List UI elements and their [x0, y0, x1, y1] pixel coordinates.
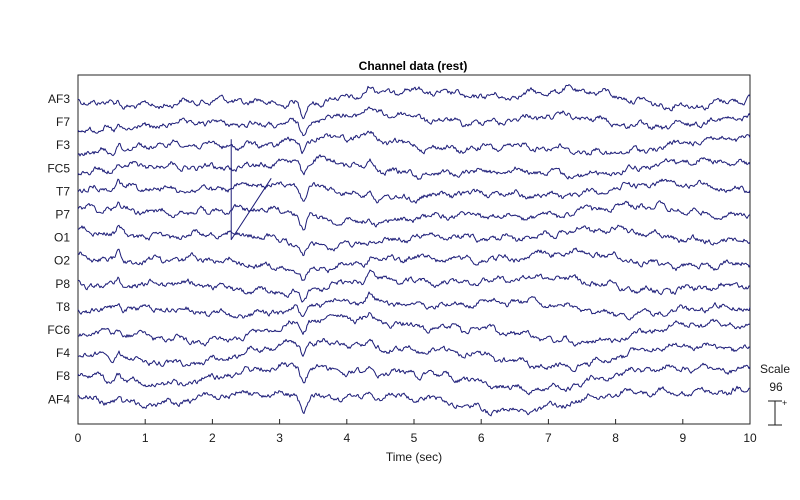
x-tick-label: 1: [142, 431, 149, 445]
trace-p7: [77, 200, 751, 231]
channel-label-t8: T8: [56, 300, 70, 314]
channel-label-p8: P8: [55, 277, 70, 291]
trace-f8: [77, 362, 751, 396]
x-tick-label: 0: [75, 431, 82, 445]
channel-label-f4: F4: [56, 346, 70, 360]
trace-t8: [77, 291, 751, 321]
x-tick-label: 2: [209, 431, 216, 445]
channel-label-af4: AF4: [48, 392, 70, 406]
x-tick-label: 8: [612, 431, 619, 445]
channel-traces: [77, 84, 751, 417]
channel-label-p7: P7: [55, 208, 70, 222]
channel-label-o2: O2: [54, 254, 70, 268]
channel-label-f3: F3: [56, 138, 70, 152]
trace-f3: [77, 130, 751, 157]
x-tick-label: 9: [679, 431, 686, 445]
x-axis-ticks: 0 1 2 3 4 5 6 7 8 9 10: [75, 419, 757, 445]
channel-label-o1: O1: [54, 231, 70, 245]
channel-label-fc6: FC6: [47, 323, 70, 337]
trace-p8: [77, 269, 751, 303]
channel-label-fc5: FC5: [47, 161, 70, 175]
x-tick-label: 3: [276, 431, 283, 445]
x-tick-label: 7: [545, 431, 552, 445]
x-tick-label: 6: [478, 431, 485, 445]
x-axis-label: Time (sec): [386, 450, 442, 464]
trace-af3: [77, 84, 751, 120]
trace-t7: [77, 178, 751, 204]
trace-o2: [77, 247, 751, 281]
channel-label-af3: AF3: [48, 92, 70, 106]
channel-label-f8: F8: [56, 369, 70, 383]
x-tick-label: 4: [343, 431, 350, 445]
channel-label-t7: T7: [56, 184, 70, 198]
trace-f4: [78, 338, 751, 373]
channel-labels: AF3 F7 F3 FC5 T7 P7 O1 O2 P8 T8 FC6 F4 F8 AF4: [47, 92, 70, 406]
channel-label-f7: F7: [56, 115, 70, 129]
trace-f7: [77, 106, 751, 137]
x-tick-label: 10: [743, 431, 757, 445]
trace-fc6: [77, 312, 751, 347]
trace-artifact: [230, 139, 272, 241]
trace-af4: [77, 385, 750, 417]
x-tick-label: 5: [411, 431, 418, 445]
scale-plus-mark: +: [782, 398, 787, 408]
trace-o1: [77, 224, 751, 257]
chart-title: Channel data (rest): [359, 59, 468, 73]
scale-value: 96: [769, 380, 783, 394]
scale-indicator: Scale 96 +: [760, 362, 790, 426]
trace-fc5: [77, 154, 751, 180]
scale-label: Scale: [760, 362, 790, 376]
